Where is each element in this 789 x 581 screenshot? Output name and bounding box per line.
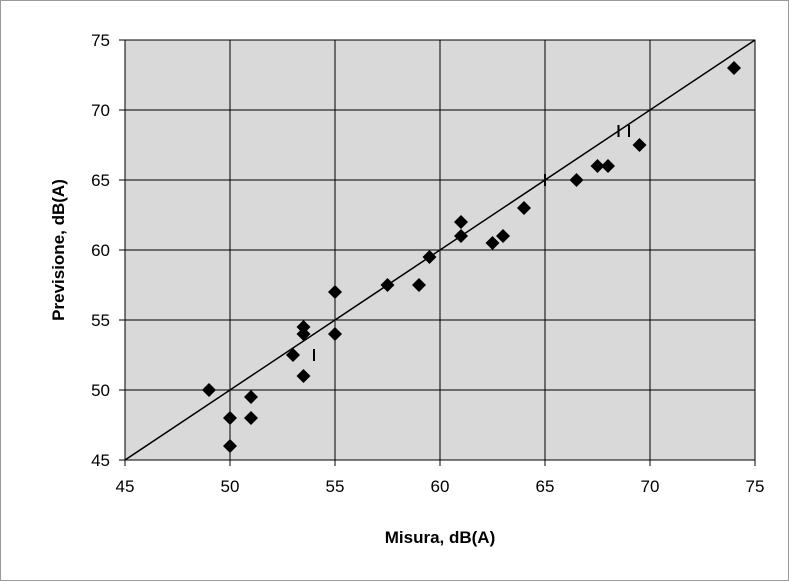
y-tick-label: 55: [91, 311, 110, 330]
data-point: [601, 159, 615, 173]
data-points: [202, 61, 741, 453]
data-point: [412, 278, 426, 292]
data-point: [569, 173, 584, 187]
x-axis-title: Misura, dB(A): [385, 528, 496, 547]
x-tick-label: 70: [641, 477, 660, 496]
data-point: [296, 369, 311, 383]
x-tick-label: 60: [431, 477, 450, 496]
data-point: [223, 439, 237, 453]
data-point: [244, 390, 258, 404]
data-point: [632, 138, 647, 152]
data-point: [422, 250, 437, 264]
data-point: [517, 201, 531, 215]
y-tick-label: 75: [91, 31, 110, 50]
y-tick-label: 60: [91, 241, 110, 260]
data-point: [590, 159, 605, 173]
x-tick-label: 75: [746, 477, 765, 496]
tick-marks: [313, 125, 630, 361]
y-tick-labels: 45 50 55 60 65 70 75: [91, 31, 110, 470]
grid-lines: [119, 39, 756, 466]
x-tick-label: 45: [116, 477, 135, 496]
x-tick-label: 65: [536, 477, 555, 496]
x-tick-label: 55: [326, 477, 345, 496]
data-point: [223, 411, 237, 425]
data-point: [328, 285, 342, 299]
data-point: [454, 215, 468, 229]
y-tick-label: 50: [91, 381, 110, 400]
data-point: [244, 411, 258, 425]
data-point: [286, 348, 300, 362]
reference-line: [124, 39, 756, 461]
x-tick-label: 50: [221, 477, 240, 496]
data-point: [296, 327, 311, 341]
data-point: [485, 236, 500, 250]
y-tick-label: 70: [91, 101, 110, 120]
data-point: [496, 229, 510, 243]
x-tick-labels: 45 50 55 60 65 70 75: [116, 477, 765, 496]
data-point: [328, 327, 342, 341]
data-point: [454, 229, 468, 243]
y-tick-label: 65: [91, 171, 110, 190]
data-point: [202, 383, 216, 397]
data-point: [380, 278, 395, 292]
data-point: [727, 61, 741, 75]
y-tick-label: 45: [91, 451, 110, 470]
y-axis-title: Previsione, dB(A): [49, 179, 68, 321]
